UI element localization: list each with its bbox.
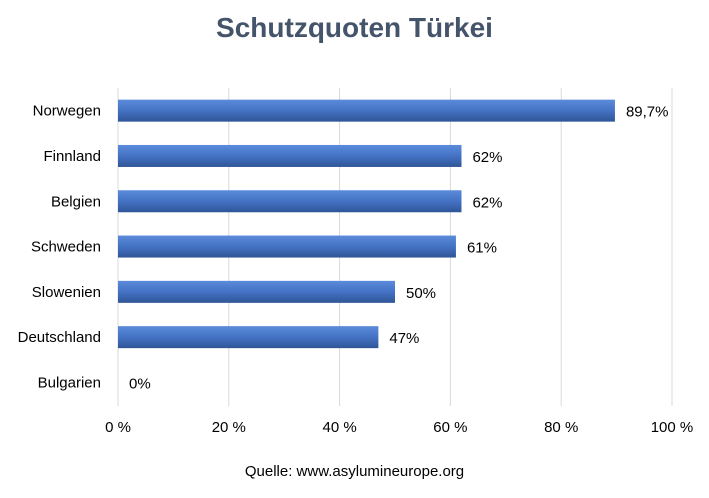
- data-label: 61%: [467, 240, 497, 257]
- data-label: 89,7%: [626, 104, 669, 121]
- bar: [118, 190, 462, 213]
- chart-title: Schutzquoten Türkei: [216, 12, 493, 43]
- data-label: 62%: [472, 149, 502, 166]
- x-tick-label: 80 %: [544, 419, 578, 436]
- bar: [118, 326, 379, 349]
- bar: [118, 235, 456, 258]
- data-labels: 89,7% 62% 62% 61% 50% 47% 0%: [129, 104, 668, 393]
- data-label: 47%: [389, 330, 419, 347]
- category-label: Schweden: [31, 239, 101, 256]
- bars: [118, 99, 615, 349]
- x-tick-label: 20 %: [212, 419, 246, 436]
- data-label: 50%: [406, 285, 436, 302]
- x-tick-label: 40 %: [322, 419, 356, 436]
- category-label: Deutschland: [18, 329, 101, 346]
- category-labels: Norwegen Finnland Belgien Schweden Slowenien…: [18, 103, 101, 392]
- x-tick-label: 60 %: [433, 419, 467, 436]
- category-label: Belgien: [51, 193, 101, 210]
- x-tick-labels: 0 % 20 % 40 % 60 % 80 % 100 %: [105, 419, 693, 436]
- bar: [118, 99, 615, 122]
- category-label: Slowenien: [32, 284, 101, 301]
- data-label: 0%: [129, 375, 151, 392]
- source-note: Quelle: www.asylumineurope.org: [244, 463, 465, 480]
- x-tick-label: 100 %: [651, 419, 694, 436]
- x-tick-label: 0 %: [105, 419, 131, 436]
- data-label: 62%: [472, 194, 502, 211]
- category-label: Norwegen: [33, 103, 101, 120]
- category-label: Finnland: [43, 148, 101, 165]
- category-label: Bulgarien: [38, 374, 101, 391]
- bar: [118, 144, 462, 167]
- bar: [118, 280, 395, 303]
